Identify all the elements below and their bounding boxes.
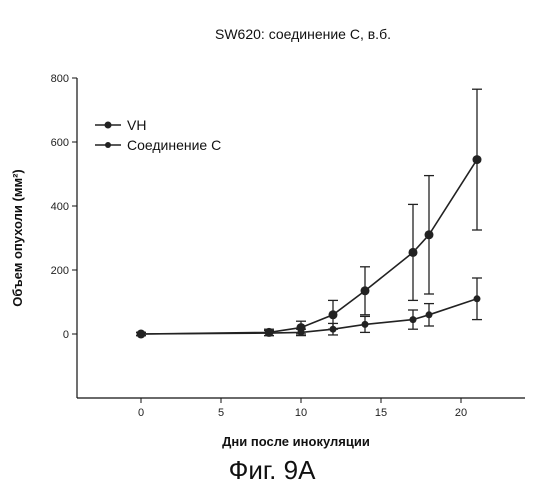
data-point (362, 321, 369, 328)
x-axis-label: Дни после инокуляции (222, 434, 370, 449)
data-point (410, 316, 417, 323)
data-point (266, 330, 273, 337)
data-point (138, 331, 145, 338)
data-point (474, 295, 481, 302)
series-layer (136, 89, 482, 338)
legend-item-vh: VH (95, 117, 146, 133)
data-point (361, 286, 370, 295)
series-compound-c (136, 278, 482, 338)
y-tick-label: 600 (51, 137, 69, 149)
x-tick-label: 10 (295, 407, 307, 419)
data-point (409, 248, 418, 257)
legend-marker-compound-c (105, 142, 111, 148)
data-point (425, 230, 434, 239)
legend: VH Соединение C (95, 117, 221, 153)
x-tick-label: 0 (138, 407, 144, 419)
series-line (141, 160, 477, 334)
legend-item-compound-c: Соединение C (95, 137, 221, 153)
x-tick-label: 20 (455, 407, 467, 419)
y-tick-label: 400 (51, 201, 69, 213)
figure-caption: Фиг. 9A (0, 455, 544, 486)
y-tick-label: 200 (51, 265, 69, 277)
data-point (329, 310, 338, 319)
y-tick-label: 800 (51, 73, 69, 85)
data-point (426, 311, 433, 318)
series-vh (136, 89, 482, 338)
y-tick-label: 0 (63, 329, 69, 341)
data-point (330, 326, 337, 333)
x-tick-label: 15 (375, 407, 387, 419)
x-tick-label: 5 (218, 407, 224, 419)
data-point (298, 329, 305, 336)
legend-label-compound-c: Соединение C (127, 137, 221, 153)
y-axis-label: Объем опухоли (мм²) (10, 169, 25, 307)
legend-marker-vh (105, 122, 112, 129)
legend-label-vh: VH (127, 117, 146, 133)
data-point (473, 155, 482, 164)
